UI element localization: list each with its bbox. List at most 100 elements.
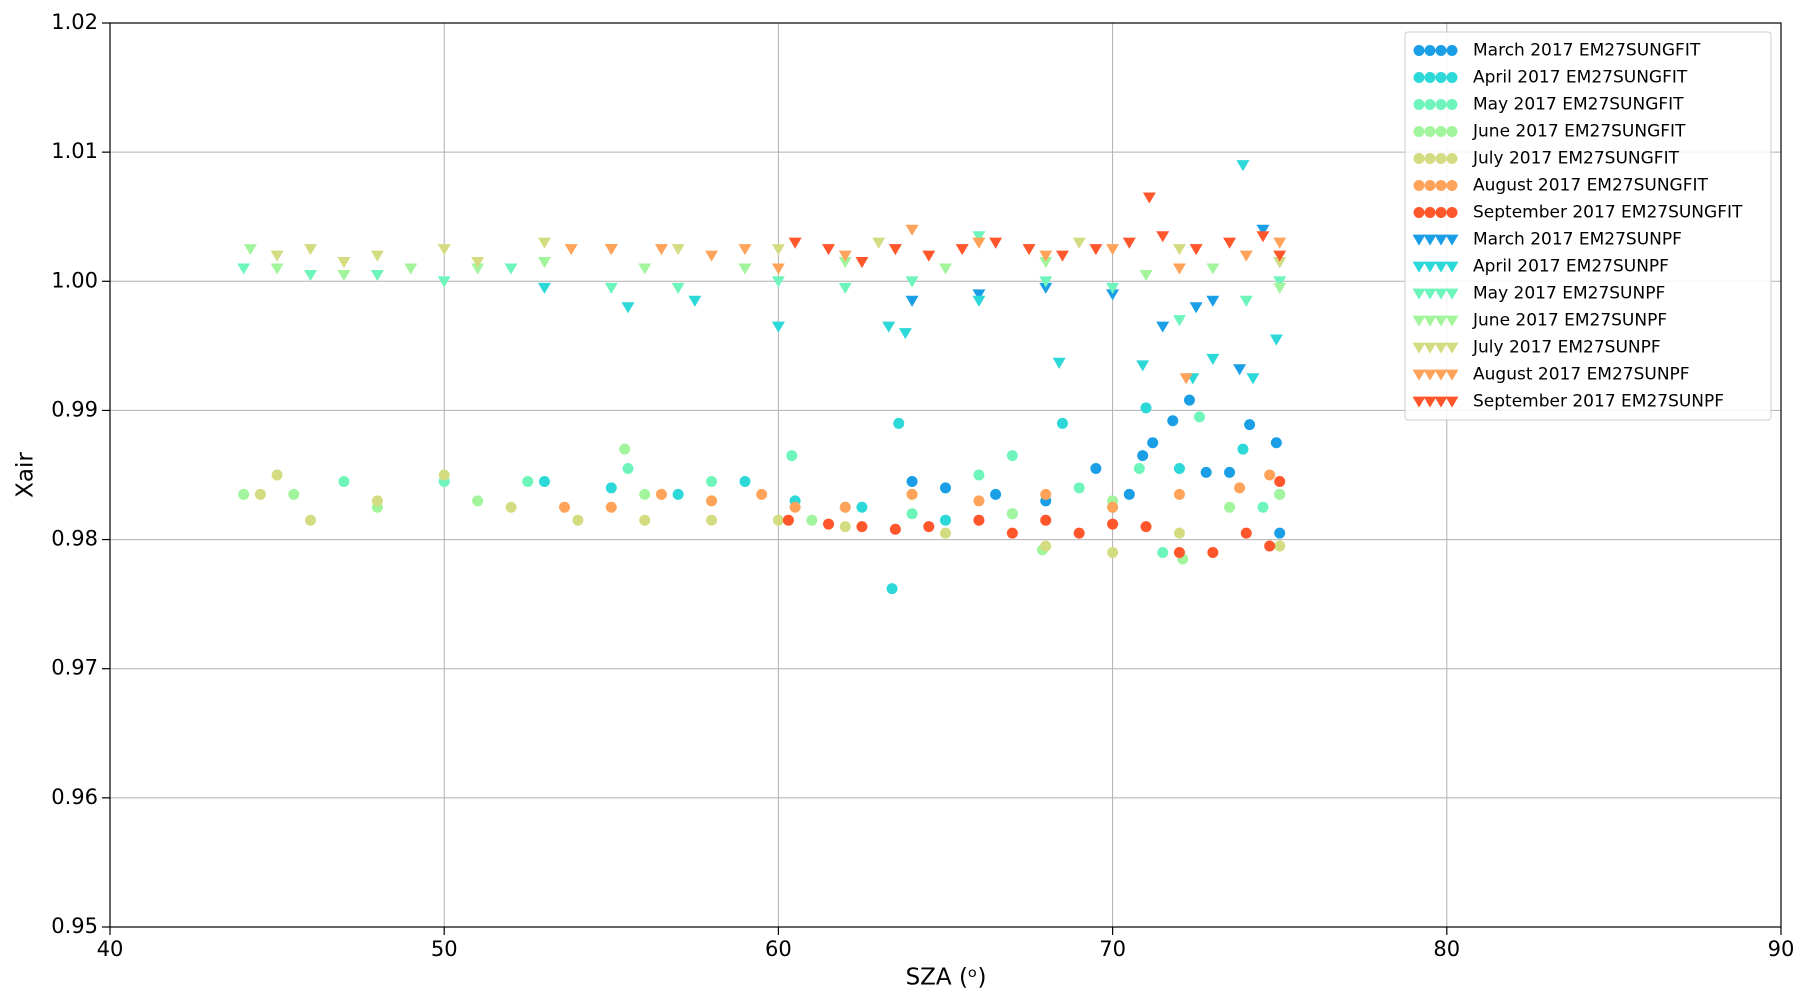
point — [1207, 546, 1219, 558]
point — [437, 276, 451, 288]
point — [893, 417, 905, 429]
point — [604, 244, 618, 256]
legend-marker — [1445, 288, 1459, 300]
point — [371, 495, 383, 507]
point — [838, 282, 852, 294]
point — [1273, 250, 1287, 262]
point — [973, 514, 985, 526]
point — [1107, 546, 1119, 558]
legend-marker — [1435, 207, 1447, 218]
point — [771, 244, 785, 256]
legend-marker — [1434, 261, 1448, 273]
point — [1274, 540, 1286, 552]
legend-marker — [1445, 396, 1459, 408]
x-tick-label: 80 — [1433, 937, 1460, 961]
series — [559, 469, 1276, 513]
legend-marker — [1412, 369, 1426, 381]
point — [1264, 540, 1276, 552]
legend-marker — [1435, 180, 1447, 191]
point — [1073, 527, 1085, 539]
point — [1179, 373, 1193, 385]
point — [471, 263, 485, 275]
legend-label: March 2017 EM27SUNGFIT — [1473, 41, 1701, 61]
legend-label: July 2017 EM27SUNPF — [1472, 338, 1661, 358]
legend-marker — [1434, 369, 1448, 381]
point — [786, 450, 798, 462]
point — [856, 521, 868, 533]
point — [905, 295, 919, 307]
point — [1040, 540, 1052, 552]
point — [839, 521, 851, 533]
point — [882, 321, 896, 333]
point — [806, 514, 818, 526]
legend-marker — [1412, 288, 1426, 300]
point — [990, 488, 1002, 500]
legend-label: September 2017 EM27SUNPF — [1473, 392, 1724, 412]
legend-marker — [1413, 126, 1425, 137]
point — [1246, 373, 1260, 385]
point — [788, 237, 802, 249]
point — [270, 250, 284, 262]
point — [1006, 527, 1018, 539]
legend-marker — [1423, 261, 1437, 273]
point — [1156, 231, 1170, 243]
point — [237, 263, 251, 275]
point — [1273, 257, 1287, 269]
legend-marker — [1445, 261, 1459, 273]
x-tick-label: 40 — [97, 937, 124, 961]
point — [905, 224, 919, 236]
point — [789, 501, 801, 513]
point — [1189, 244, 1203, 256]
x-tick-label: 50 — [431, 937, 458, 961]
point — [973, 469, 985, 481]
point — [370, 269, 384, 282]
point — [771, 321, 785, 333]
point — [1193, 411, 1205, 423]
legend-marker — [1435, 99, 1447, 110]
point — [1142, 192, 1156, 204]
legend-marker — [1423, 288, 1437, 300]
y-tick-label: 0.98 — [51, 527, 98, 551]
point — [972, 289, 986, 301]
point — [1256, 231, 1270, 243]
y-tick-label: 0.96 — [51, 785, 98, 809]
point — [1040, 488, 1052, 500]
point — [1172, 263, 1186, 275]
point — [271, 469, 283, 481]
legend-marker — [1446, 99, 1458, 110]
point — [705, 250, 719, 262]
point — [619, 443, 631, 455]
point — [1206, 295, 1220, 307]
point — [672, 488, 684, 500]
point — [1173, 527, 1185, 539]
legend-marker — [1424, 153, 1436, 164]
point — [559, 501, 571, 513]
point — [1157, 546, 1169, 558]
point — [1072, 237, 1086, 249]
point — [706, 495, 718, 507]
point — [1106, 282, 1120, 294]
point — [538, 475, 550, 487]
point — [1273, 276, 1287, 288]
point — [1240, 527, 1252, 539]
legend-marker — [1412, 315, 1426, 327]
legend-marker — [1413, 72, 1425, 83]
point — [639, 488, 651, 500]
y-tick-label: 0.99 — [51, 397, 98, 421]
point — [254, 488, 266, 500]
point — [898, 328, 912, 340]
point — [621, 302, 635, 314]
point — [471, 257, 485, 269]
point — [1274, 488, 1286, 500]
legend-label: July 2017 EM27SUNGFIT — [1472, 149, 1680, 169]
point — [522, 475, 534, 487]
legend-marker — [1413, 207, 1425, 218]
legend-label: June 2017 EM27SUNPF — [1472, 311, 1667, 331]
point — [906, 508, 918, 520]
point — [304, 269, 318, 282]
legend-marker — [1423, 234, 1437, 246]
point — [856, 501, 868, 513]
point — [1055, 250, 1069, 262]
point — [738, 244, 752, 256]
